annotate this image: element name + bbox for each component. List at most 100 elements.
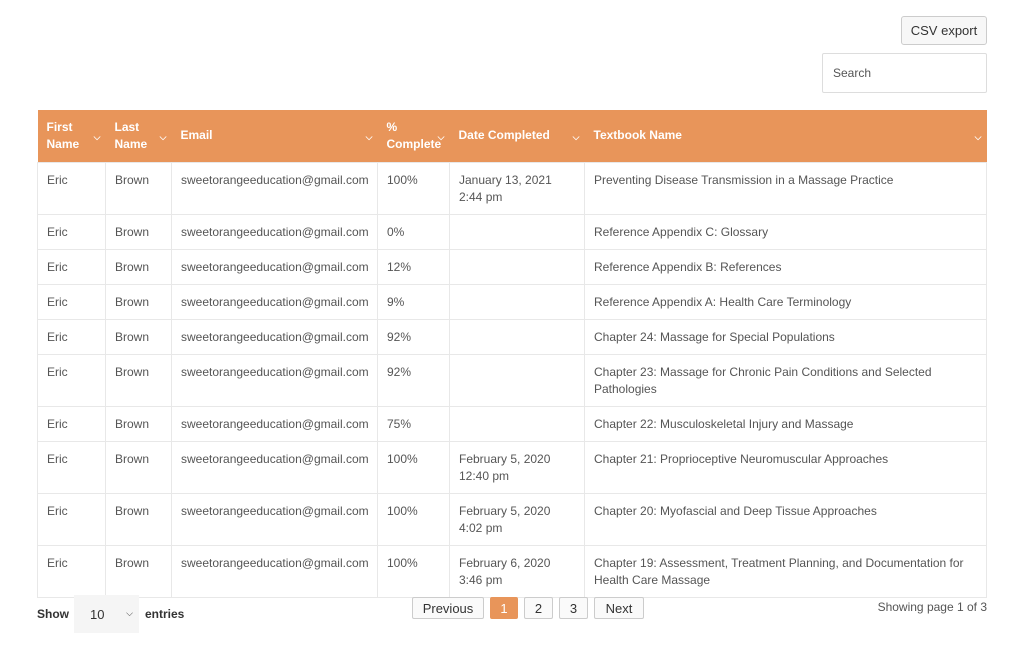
entries-label: entries (145, 607, 185, 621)
cell-percent-complete: 100% (377, 492, 450, 546)
page-status: Showing page 1 of 3 (877, 600, 987, 614)
cell-date-completed: January 13, 2021 2:44 pm (449, 161, 585, 215)
cell-textbook-name: Chapter 21: Proprioceptive Neuromuscular… (584, 440, 987, 494)
cell-last-name: Brown (105, 440, 172, 494)
cell-email: sweetorangeeducation@gmail.com (171, 318, 378, 355)
cell-email: sweetorangeeducation@gmail.com (171, 283, 378, 320)
table-row: Eric Brown sweetorangeeducation@gmail.com 9… (37, 353, 987, 407)
table-row: Eric Brown sweetorangeeducation@gmail.com 9… (37, 318, 987, 355)
cell-first-name: Eric (37, 213, 106, 250)
table-row: Eric Brown sweetorangeeducation@gmail.com 1… (37, 161, 987, 215)
cell-last-name: Brown (105, 161, 172, 215)
show-label: Show (37, 607, 69, 621)
sort-chevron-icon[interactable]: ⌵ (159, 132, 167, 142)
column-header-date-completed[interactable]: Date Completed ⌵ (449, 110, 585, 162)
cell-last-name: Brown (105, 492, 172, 546)
column-header-label: Email (180, 128, 213, 143)
cell-date-completed (449, 248, 585, 285)
cell-date-completed (449, 405, 585, 442)
page-size-select[interactable]: 10 ⌵ (74, 595, 139, 633)
table-row: Eric Brown sweetorangeeducation@gmail.com 1… (37, 544, 987, 598)
table-row: Eric Brown sweetorangeeducation@gmail.com 1… (37, 492, 987, 546)
cell-percent-complete: 0% (377, 213, 450, 250)
page-2-button[interactable]: 2 (524, 597, 553, 619)
cell-first-name: Eric (37, 283, 106, 320)
table-row: Eric Brown sweetorangeeducation@gmail.com 1… (37, 248, 987, 285)
column-header-textbook-name[interactable]: Textbook Name ⌵ (584, 110, 987, 162)
cell-percent-complete: 92% (377, 318, 450, 355)
cell-email: sweetorangeeducation@gmail.com (171, 405, 378, 442)
cell-textbook-name: Chapter 24: Massage for Special Populati… (584, 318, 987, 355)
cell-last-name: Brown (105, 283, 172, 320)
cell-last-name: Brown (105, 318, 172, 355)
cell-email: sweetorangeeducation@gmail.com (171, 544, 378, 598)
cell-date-completed: February 5, 2020 4:02 pm (449, 492, 585, 546)
cell-textbook-name: Chapter 22: Musculoskeletal Injury and M… (584, 405, 987, 442)
sort-chevron-icon[interactable]: ⌵ (365, 132, 373, 142)
column-header-label: Date Completed (458, 128, 550, 143)
cell-percent-complete: 75% (377, 405, 450, 442)
column-header-percent-complete[interactable]: % Complete ⌵ (377, 110, 450, 162)
column-header-label: First Name (46, 119, 80, 151)
previous-button[interactable]: Previous (412, 597, 484, 619)
cell-date-completed (449, 318, 585, 355)
cell-date-completed: February 5, 2020 12:40 pm (449, 440, 585, 494)
page-3-button[interactable]: 3 (559, 597, 588, 619)
column-header-first-name[interactable]: First Name ⌵ (37, 110, 106, 162)
cell-percent-complete: 9% (377, 283, 450, 320)
cell-last-name: Brown (105, 248, 172, 285)
column-header-label: Last Name (114, 119, 148, 151)
cell-first-name: Eric (37, 544, 106, 598)
table-row: Eric Brown sweetorangeeducation@gmail.com 7… (37, 405, 987, 442)
cell-first-name: Eric (37, 492, 106, 546)
cell-date-completed (449, 353, 585, 407)
sort-chevron-icon[interactable]: ⌵ (572, 132, 580, 142)
cell-textbook-name: Reference Appendix A: Health Care Termin… (584, 283, 987, 320)
column-header-email[interactable]: Email ⌵ (171, 110, 378, 162)
csv-export-button[interactable]: CSV export (901, 16, 987, 45)
cell-first-name: Eric (37, 353, 106, 407)
cell-first-name: Eric (37, 318, 106, 355)
cell-first-name: Eric (37, 440, 106, 494)
cell-email: sweetorangeeducation@gmail.com (171, 440, 378, 494)
sort-chevron-icon[interactable]: ⌵ (974, 132, 982, 142)
cell-email: sweetorangeeducation@gmail.com (171, 353, 378, 407)
cell-percent-complete: 92% (377, 353, 450, 407)
cell-date-completed (449, 213, 585, 250)
column-header-label: % Complete (386, 119, 442, 151)
chevron-down-icon: ⌵ (126, 608, 133, 618)
search-input[interactable] (822, 53, 987, 93)
cell-email: sweetorangeeducation@gmail.com (171, 213, 378, 250)
results-table: First Name ⌵ Last Name ⌵ Email ⌵% Complete ⌵ Da… (37, 110, 987, 598)
page-size-value: 10 (90, 607, 105, 622)
sort-chevron-icon[interactable]: ⌵ (93, 132, 101, 142)
cell-last-name: Brown (105, 353, 172, 407)
cell-last-name: Brown (105, 405, 172, 442)
cell-first-name: Eric (37, 161, 106, 215)
cell-percent-complete: 100% (377, 161, 450, 215)
cell-last-name: Brown (105, 213, 172, 250)
column-header-last-name[interactable]: Last Name ⌵ (105, 110, 172, 162)
cell-textbook-name: Chapter 20: Myofascial and Deep Tissue A… (584, 492, 987, 546)
cell-first-name: Eric (37, 248, 106, 285)
cell-last-name: Brown (105, 544, 172, 598)
next-button[interactable]: Next (594, 597, 644, 619)
cell-percent-complete: 100% (377, 440, 450, 494)
table-row: Eric Brown sweetorangeeducation@gmail.com 0… (37, 213, 987, 250)
cell-textbook-name: Reference Appendix B: References (584, 248, 987, 285)
cell-date-completed: February 6, 2020 3:46 pm (449, 544, 585, 598)
table-row: Eric Brown sweetorangeeducation@gmail.com 9… (37, 283, 987, 320)
cell-email: sweetorangeeducation@gmail.com (171, 492, 378, 546)
cell-textbook-name: Chapter 19: Assessment, Treatment Planni… (584, 544, 987, 598)
cell-percent-complete: 12% (377, 248, 450, 285)
column-header-label: Textbook Name (593, 128, 682, 143)
cell-textbook-name: Preventing Disease Transmission in a Mas… (584, 161, 987, 215)
cell-textbook-name: Chapter 23: Massage for Chronic Pain Con… (584, 353, 987, 407)
page-1-button[interactable]: 1 (490, 597, 518, 619)
table-row: Eric Brown sweetorangeeducation@gmail.com 1… (37, 440, 987, 494)
cell-date-completed (449, 283, 585, 320)
cell-textbook-name: Reference Appendix C: Glossary (584, 213, 987, 250)
sort-chevron-icon[interactable]: ⌵ (437, 132, 445, 142)
cell-percent-complete: 100% (377, 544, 450, 598)
cell-first-name: Eric (37, 405, 106, 442)
